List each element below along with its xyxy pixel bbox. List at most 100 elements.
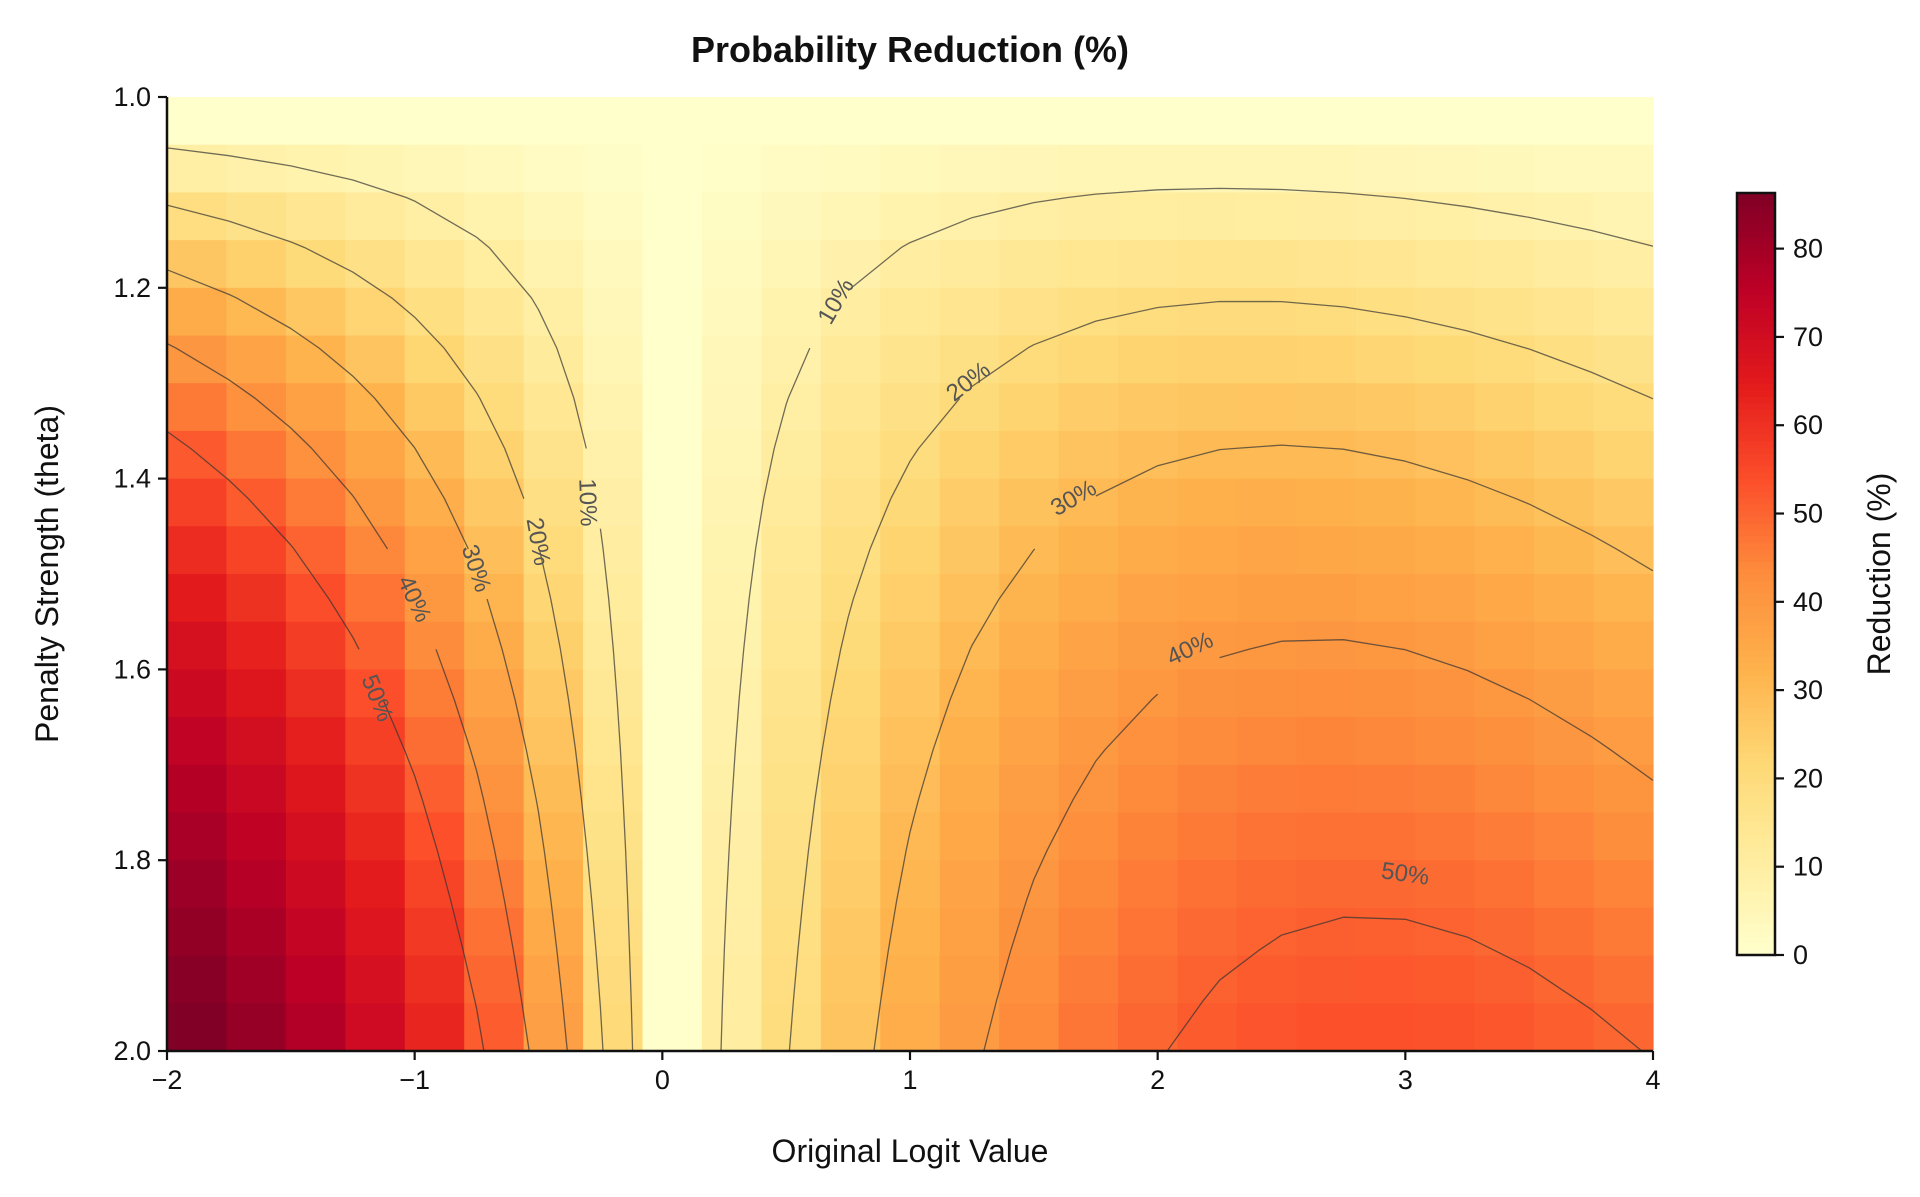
heatmap-cell xyxy=(464,478,525,527)
heatmap-cell xyxy=(701,430,762,480)
colorbar-swatch xyxy=(1737,300,1775,308)
colorbar-swatch xyxy=(1737,942,1775,950)
heatmap-cell xyxy=(1474,240,1535,289)
heatmap-cell xyxy=(404,812,465,861)
colorbar-swatch xyxy=(1737,250,1775,258)
heatmap-cell xyxy=(1118,240,1179,289)
contour-label: 10% xyxy=(573,478,602,527)
colorbar-tick-label: 50 xyxy=(1793,499,1823,529)
y-tick-label: 1.4 xyxy=(113,464,151,494)
heatmap-cell xyxy=(1355,383,1416,432)
heatmap-cell xyxy=(1058,526,1119,575)
heatmap-cell xyxy=(345,240,406,289)
heatmap-cell xyxy=(226,526,287,575)
heatmap-cell xyxy=(1355,144,1416,193)
colorbar-swatch xyxy=(1737,872,1775,880)
heatmap-cell xyxy=(167,955,228,1004)
heatmap-cell xyxy=(701,97,762,146)
heatmap-cell xyxy=(1534,144,1595,193)
heatmap-cell xyxy=(1355,430,1416,480)
heatmap-cell xyxy=(880,621,941,670)
heatmap-cell xyxy=(167,812,228,861)
heatmap-cell xyxy=(404,717,465,766)
heatmap-cell xyxy=(1296,383,1357,432)
heatmap-cell xyxy=(464,764,525,814)
colorbar-swatch xyxy=(1737,707,1775,715)
colorbar-swatch xyxy=(1737,745,1775,753)
heatmap-cell xyxy=(820,383,881,432)
heatmap-cell xyxy=(285,907,346,957)
heatmap-cell xyxy=(820,812,881,861)
heatmap-cell xyxy=(761,812,822,861)
colorbar-swatch xyxy=(1737,777,1775,785)
colorbar-swatch xyxy=(1737,453,1775,461)
heatmap-cell xyxy=(880,97,941,146)
heatmap-cell xyxy=(523,860,584,909)
colorbar-swatch xyxy=(1737,434,1775,442)
heatmap-cell xyxy=(464,144,525,193)
heatmap-cell xyxy=(1296,907,1357,957)
heatmap-cell xyxy=(523,812,584,861)
colorbar-swatch xyxy=(1737,256,1775,264)
heatmap-cell xyxy=(701,717,762,766)
heatmap-cell xyxy=(1118,717,1179,766)
heatmap-cell xyxy=(285,526,346,575)
heatmap-cell xyxy=(1355,192,1416,241)
heatmap-cell xyxy=(226,144,287,193)
heatmap-cell xyxy=(1534,621,1595,670)
heatmap-cell xyxy=(404,335,465,384)
heatmap-cell xyxy=(761,97,822,146)
x-tick-label: 2 xyxy=(1150,1065,1165,1095)
colorbar-swatch xyxy=(1737,631,1775,639)
heatmap-cell xyxy=(167,717,228,766)
heatmap-cell xyxy=(285,192,346,241)
heatmap-cell xyxy=(583,430,644,480)
colorbar-swatch xyxy=(1737,218,1775,226)
heatmap-cells xyxy=(167,97,1654,1052)
heatmap-cell xyxy=(642,669,703,718)
colorbar-swatch xyxy=(1737,504,1775,512)
heatmap-cell xyxy=(345,526,406,575)
contour-line-20 xyxy=(166,204,1654,1052)
heatmap-cell xyxy=(820,717,881,766)
colorbar-swatch xyxy=(1737,231,1775,239)
colorbar-swatch xyxy=(1737,599,1775,607)
heatmap-cell xyxy=(1118,574,1179,623)
heatmap-cell xyxy=(1296,717,1357,766)
heatmap-cell xyxy=(1236,955,1297,1004)
heatmap-cell xyxy=(1058,717,1119,766)
heatmap-cell xyxy=(642,860,703,909)
heatmap-cell xyxy=(523,383,584,432)
heatmap-cell xyxy=(1177,192,1238,241)
heatmap-cell xyxy=(167,526,228,575)
colorbar-tick-label: 70 xyxy=(1793,322,1823,352)
heatmap-cell xyxy=(1355,287,1416,337)
heatmap-cell xyxy=(761,430,822,480)
heatmap-cell xyxy=(1118,97,1179,146)
heatmap-cell xyxy=(1474,383,1535,432)
colorbar-swatch xyxy=(1737,332,1775,340)
heatmap-cell xyxy=(1177,574,1238,623)
colorbar-swatch xyxy=(1737,681,1775,689)
heatmap-cell xyxy=(1534,717,1595,766)
heatmap-cell xyxy=(1415,860,1476,909)
colorbar-swatch xyxy=(1737,523,1775,531)
heatmap-cell xyxy=(939,764,1000,814)
heatmap-cell xyxy=(1296,621,1357,670)
heatmap-cell xyxy=(642,192,703,241)
heatmap-cell xyxy=(701,335,762,384)
heatmap-cell xyxy=(1118,907,1179,957)
heatmap-cell xyxy=(701,240,762,289)
heatmap-cell xyxy=(1118,144,1179,193)
colorbar-swatch xyxy=(1737,789,1775,797)
heatmap-cell xyxy=(880,1003,941,1052)
heatmap-cell xyxy=(999,812,1060,861)
heatmap-cell xyxy=(820,144,881,193)
heatmap-cell xyxy=(523,335,584,384)
heatmap-cell xyxy=(1474,955,1535,1004)
heatmap-cell xyxy=(1118,860,1179,909)
heatmap-cell xyxy=(761,860,822,909)
colorbar-swatch xyxy=(1737,574,1775,581)
heatmap-cell xyxy=(167,335,228,384)
colorbar-swatch xyxy=(1737,916,1775,924)
